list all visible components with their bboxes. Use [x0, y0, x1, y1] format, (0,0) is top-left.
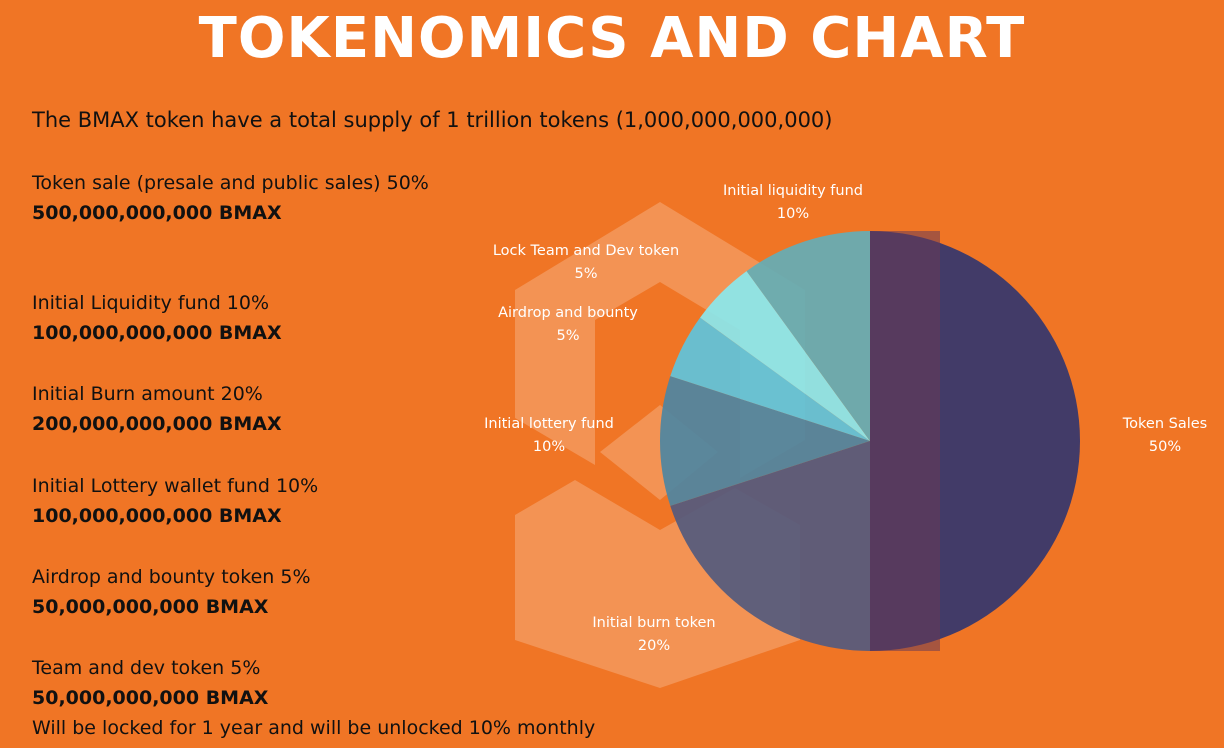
allocation-airdrop: Airdrop and bounty token 5% 50,000,000,0…: [32, 562, 311, 622]
slice-value-label: 5%: [574, 266, 597, 282]
slice-value-label: 20%: [638, 638, 670, 654]
allocation-label: Initial Burn amount 20%: [32, 383, 263, 405]
pie-slice-initial-lottery-fund: [660, 376, 870, 506]
pie-slice-airdrop-and-bounty: [670, 317, 870, 441]
allocation-liquidity: Initial Liquidity fund 10% 100,000,000,0…: [32, 288, 282, 348]
slice-name-label: Initial lottery fund: [484, 416, 614, 432]
pie-slice-initial-liquidity-fund: [746, 231, 870, 441]
pie-slice-lock-team-and-dev-token: [700, 271, 870, 441]
allocation-token-sale: Token sale (presale and public sales) 50…: [32, 168, 429, 228]
slice-name-label: Lock Team and Dev token: [493, 243, 679, 259]
allocation-amount: 100,000,000,000 BMAX: [32, 505, 282, 527]
pie-slice-initial-burn-token: [670, 441, 870, 651]
allocation-amount: 50,000,000,000 BMAX: [32, 596, 269, 618]
allocation-amount: 200,000,000,000 BMAX: [32, 413, 282, 435]
page-title: TOKENOMICS AND CHART: [198, 6, 1026, 71]
slice-name-label: Airdrop and bounty: [498, 305, 638, 321]
supply-intro: The BMAX token have a total supply of 1 …: [32, 108, 833, 132]
pie-labels: Token Sales 50% Initial burn token 20% Initi…: [484, 183, 1207, 654]
allocation-amount: 100,000,000,000 BMAX: [32, 322, 282, 344]
slice-name-label: Initial burn token: [592, 615, 715, 631]
allocation-amount: 50,000,000,000 BMAX: [32, 687, 269, 709]
slice-value-label: 10%: [533, 439, 565, 455]
pie-accent-band: [870, 231, 940, 651]
slice-name-label: Initial liquidity fund: [723, 183, 863, 199]
slice-value-label: 5%: [556, 328, 579, 344]
slice-name-label: Token Sales: [1122, 416, 1207, 432]
lock-note: Will be locked for 1 year and will be un…: [32, 717, 596, 739]
slice-value-label: 10%: [777, 206, 809, 222]
allocation-team-dev: Team and dev token 5% 50,000,000,000 BMA…: [32, 653, 595, 743]
allocation-burn: Initial Burn amount 20% 200,000,000,000 …: [32, 379, 282, 439]
allocation-lottery: Initial Lottery wallet fund 10% 100,000,…: [32, 471, 318, 531]
allocation-amount: 500,000,000,000 BMAX: [32, 202, 282, 224]
allocation-label: Token sale (presale and public sales) 50…: [32, 172, 429, 194]
slice-value-label: 50%: [1149, 439, 1181, 455]
allocation-label: Initial Lottery wallet fund 10%: [32, 475, 319, 497]
allocation-label: Initial Liquidity fund 10%: [32, 292, 270, 314]
allocation-label: Airdrop and bounty token 5%: [32, 566, 311, 588]
pie-slices: [660, 231, 1080, 651]
allocation-label: Team and dev token 5%: [32, 657, 261, 679]
